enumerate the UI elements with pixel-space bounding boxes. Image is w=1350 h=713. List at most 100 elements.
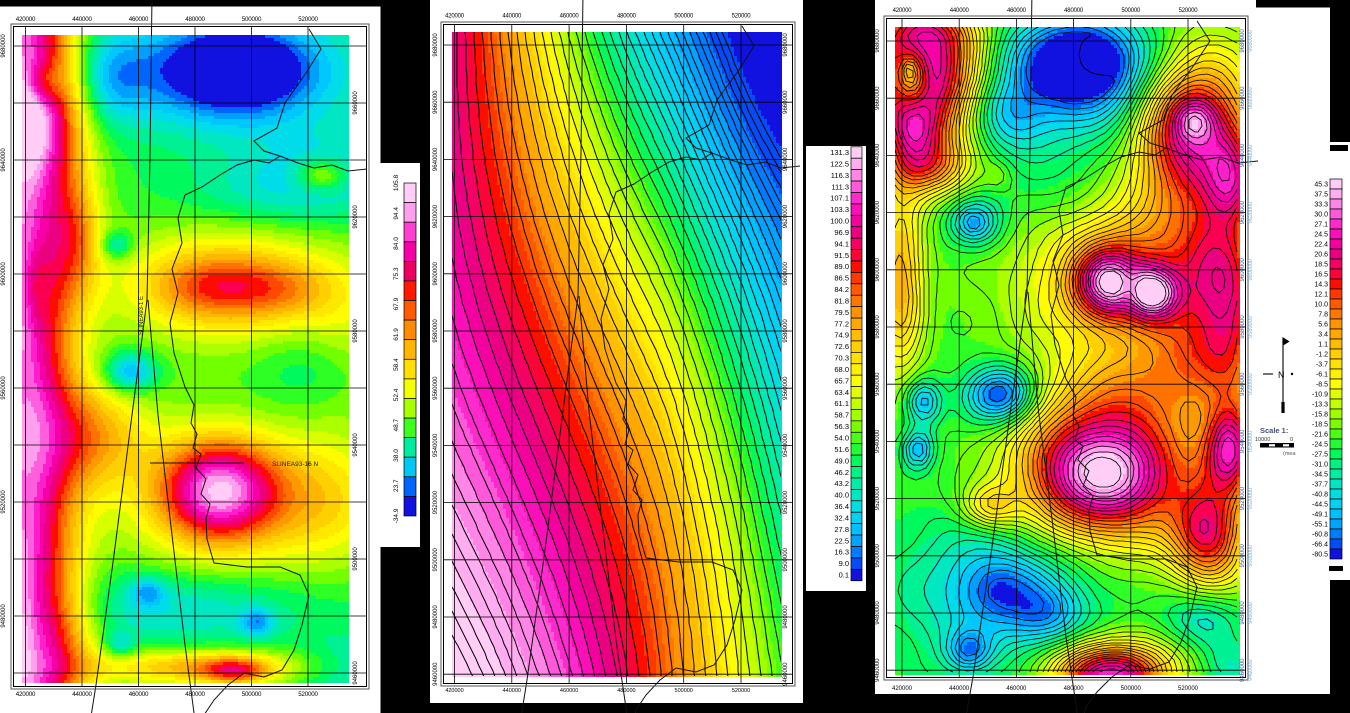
svg-text:75.3: 75.3 bbox=[393, 267, 400, 280]
svg-text:9460000: 9460000 bbox=[875, 658, 881, 682]
svg-text:9520000: 9520000 bbox=[875, 486, 881, 510]
svg-text:14.3: 14.3 bbox=[1314, 282, 1328, 289]
svg-text:9500000: 9500000 bbox=[783, 547, 789, 571]
svg-text:-27.5: -27.5 bbox=[1312, 452, 1328, 459]
svg-text:9600000: 9600000 bbox=[783, 261, 789, 285]
svg-text:46.2: 46.2 bbox=[834, 468, 849, 477]
svg-text:-3.7: -3.7 bbox=[1316, 362, 1328, 369]
svg-text:9460000: 9460000 bbox=[1240, 658, 1246, 682]
svg-text:500000: 500000 bbox=[1121, 686, 1142, 692]
svg-text:51.6: 51.6 bbox=[834, 445, 849, 454]
svg-text:107.1: 107.1 bbox=[830, 194, 849, 203]
svg-text:460000: 460000 bbox=[129, 16, 149, 23]
svg-text:9680000: 9680000 bbox=[875, 29, 881, 53]
svg-text:500000: 500000 bbox=[1121, 8, 1141, 14]
svg-text:9600000: 9600000 bbox=[875, 257, 881, 281]
svg-text:9660000: 9660000 bbox=[353, 91, 359, 115]
svg-text:500000: 500000 bbox=[674, 14, 694, 20]
svg-text:63.4: 63.4 bbox=[834, 388, 849, 397]
svg-text:9480000: 9480000 bbox=[1, 604, 7, 628]
svg-text:9620000: 9620000 bbox=[1248, 202, 1254, 223]
svg-text:-44.5: -44.5 bbox=[1312, 502, 1328, 509]
svg-text:45.3: 45.3 bbox=[1314, 182, 1328, 189]
svg-text:9540000: 9540000 bbox=[783, 433, 789, 457]
svg-text:9480000: 9480000 bbox=[783, 605, 789, 629]
svg-text:9620000: 9620000 bbox=[433, 204, 439, 228]
svg-text:420000: 420000 bbox=[445, 14, 465, 20]
svg-text:460000: 460000 bbox=[560, 14, 580, 20]
svg-text:27.8: 27.8 bbox=[834, 525, 849, 534]
svg-text:103.3: 103.3 bbox=[830, 205, 849, 214]
svg-text:9660000: 9660000 bbox=[875, 86, 881, 110]
svg-text:480000: 480000 bbox=[185, 16, 205, 23]
svg-text:9640000: 9640000 bbox=[1, 148, 7, 172]
svg-text:-15.8: -15.8 bbox=[1312, 412, 1328, 419]
svg-text:10.0: 10.0 bbox=[1314, 302, 1328, 309]
svg-text:-18.5: -18.5 bbox=[1312, 422, 1328, 429]
svg-text:9460000: 9460000 bbox=[783, 662, 789, 686]
svg-text:9580000: 9580000 bbox=[783, 319, 789, 343]
svg-text:9560000: 9560000 bbox=[875, 372, 881, 396]
svg-text:-21.6: -21.6 bbox=[1312, 432, 1328, 439]
svg-text:460000: 460000 bbox=[1007, 8, 1027, 14]
svg-text:-8.5: -8.5 bbox=[1316, 382, 1328, 389]
svg-text:-34.5: -34.5 bbox=[1312, 472, 1328, 479]
svg-text:480000: 480000 bbox=[1064, 8, 1084, 14]
svg-text:480000: 480000 bbox=[1064, 686, 1085, 692]
svg-text:9680000: 9680000 bbox=[1, 34, 7, 58]
svg-text:61.9: 61.9 bbox=[393, 328, 400, 341]
svg-text:440000: 440000 bbox=[503, 688, 521, 694]
svg-text:500000: 500000 bbox=[675, 688, 693, 694]
svg-text:54.0: 54.0 bbox=[834, 434, 849, 443]
svg-text:9460000: 9460000 bbox=[1248, 659, 1254, 680]
svg-text:67.9: 67.9 bbox=[393, 297, 400, 310]
svg-text:56.3: 56.3 bbox=[834, 422, 849, 431]
svg-text:9560000: 9560000 bbox=[433, 376, 439, 400]
svg-text:-31.0: -31.0 bbox=[1312, 462, 1328, 469]
svg-text:84.0: 84.0 bbox=[393, 237, 400, 250]
svg-text:18.5: 18.5 bbox=[1314, 262, 1328, 269]
svg-text:9460000: 9460000 bbox=[353, 661, 359, 685]
svg-text:9500000: 9500000 bbox=[353, 547, 359, 571]
svg-text:9600000: 9600000 bbox=[1, 262, 7, 286]
svg-text:24.5: 24.5 bbox=[1314, 232, 1328, 239]
svg-text:48.7: 48.7 bbox=[393, 418, 400, 431]
svg-text:520000: 520000 bbox=[1179, 8, 1199, 14]
svg-text:9600000: 9600000 bbox=[1240, 257, 1246, 281]
svg-text:SLINEA93-1 E: SLINEA93-1 E bbox=[139, 296, 145, 335]
svg-text:9520000: 9520000 bbox=[1240, 486, 1246, 510]
svg-text:7.8: 7.8 bbox=[1318, 312, 1328, 319]
svg-text:84.2: 84.2 bbox=[834, 285, 849, 294]
svg-text:9540000: 9540000 bbox=[1240, 429, 1246, 453]
svg-text:38.0: 38.0 bbox=[393, 449, 400, 462]
svg-text:58.4: 58.4 bbox=[393, 358, 400, 371]
svg-text:20.6: 20.6 bbox=[1314, 252, 1328, 259]
svg-text:420000: 420000 bbox=[16, 16, 36, 23]
svg-text:30.0: 30.0 bbox=[1314, 212, 1328, 219]
svg-text:9540000: 9540000 bbox=[433, 433, 439, 457]
svg-text:520000: 520000 bbox=[298, 16, 318, 23]
svg-text:94.1: 94.1 bbox=[834, 239, 849, 248]
svg-text:9680000: 9680000 bbox=[1248, 30, 1254, 51]
svg-text:10000: 10000 bbox=[1255, 437, 1270, 443]
svg-text:43.2: 43.2 bbox=[834, 479, 849, 488]
svg-text:9640000: 9640000 bbox=[433, 147, 439, 171]
svg-text:460000: 460000 bbox=[1006, 686, 1027, 692]
svg-text:9580000: 9580000 bbox=[433, 319, 439, 343]
svg-text:9500000: 9500000 bbox=[433, 547, 439, 571]
svg-text:94.4: 94.4 bbox=[393, 207, 400, 220]
svg-text:480000: 480000 bbox=[185, 691, 205, 698]
svg-text:9560000: 9560000 bbox=[1248, 373, 1254, 394]
svg-text:111.3: 111.3 bbox=[831, 182, 849, 191]
svg-text:9640000: 9640000 bbox=[1248, 145, 1254, 166]
svg-text:520000: 520000 bbox=[1178, 686, 1199, 692]
svg-text:100.0: 100.0 bbox=[830, 217, 849, 226]
svg-text:9540000: 9540000 bbox=[875, 429, 881, 453]
svg-text:440000: 440000 bbox=[949, 686, 970, 692]
svg-text:49.0: 49.0 bbox=[834, 456, 849, 465]
svg-text:-24.5: -24.5 bbox=[1312, 442, 1328, 449]
svg-text:480000: 480000 bbox=[617, 14, 637, 20]
svg-text:9580000: 9580000 bbox=[1248, 316, 1254, 337]
svg-text:-34.9: -34.9 bbox=[393, 508, 400, 523]
svg-text:N: N bbox=[1278, 370, 1285, 380]
